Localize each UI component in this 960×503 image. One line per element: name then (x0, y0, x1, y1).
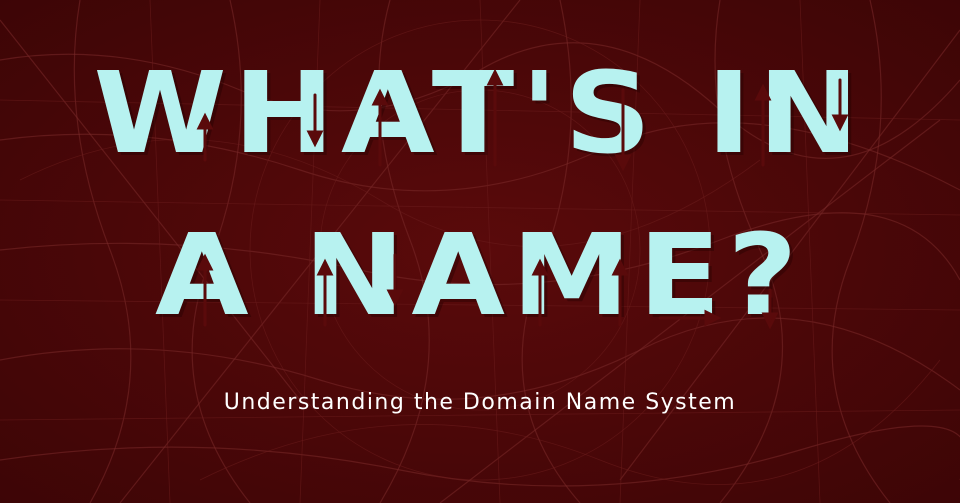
title-line-1: What's in (93, 49, 867, 179)
subtitle: Understanding the Domain Name System (223, 390, 737, 415)
title-line-2: a name? (155, 211, 805, 341)
